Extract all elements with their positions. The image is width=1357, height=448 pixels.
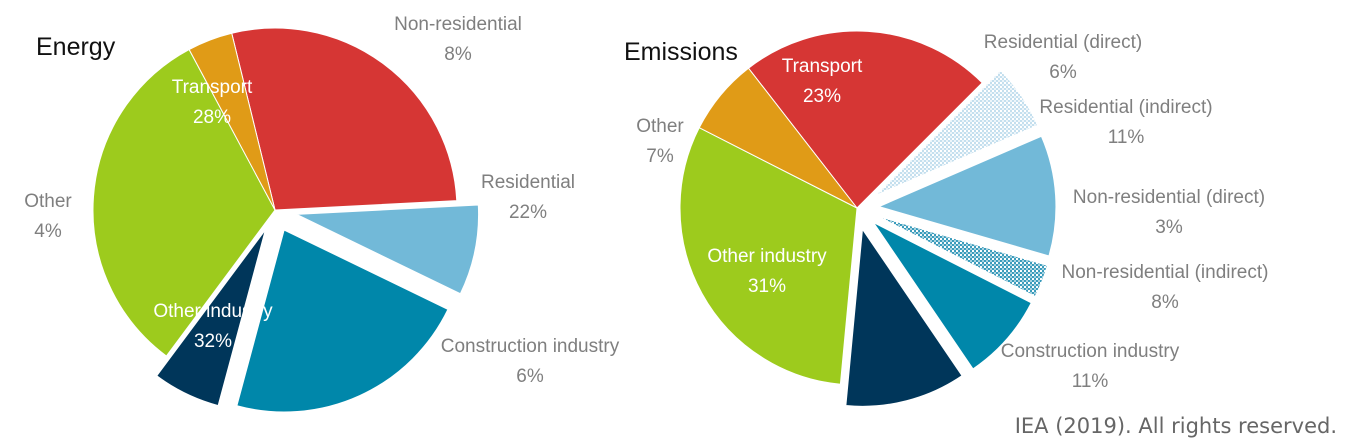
- emissions-label-other: Other 7%: [636, 116, 684, 167]
- emissions-label-construction-industry: Construction industry 11%: [1001, 341, 1180, 392]
- energy-slice-other: [188, 32, 276, 211]
- copyright-credit: IEA (2019). All rights reserved.: [1014, 414, 1337, 438]
- energy-slice-residential: [236, 229, 449, 413]
- energy-label-other: Other 4%: [24, 191, 72, 242]
- emissions-label-non-residential-indirect: Non-residential (indirect) 8%: [1062, 262, 1269, 313]
- emissions-label-residential-indirect: Residential (indirect) 11%: [1039, 97, 1212, 148]
- emissions-pie: [679, 30, 1057, 407]
- emissions-slice-construction-industry: [845, 227, 963, 407]
- emissions-label-transport: Transport 23%: [782, 56, 863, 107]
- energy-label-other-industry: Other industry 32%: [153, 301, 273, 352]
- energy-slice-transport: [231, 27, 458, 211]
- energy-pie: [92, 27, 480, 413]
- emissions-slice-non-residential-direct: [877, 215, 1049, 298]
- emissions-slice-residential-indirect: [877, 135, 1057, 257]
- emissions-slice-residential-direct: [874, 69, 1039, 197]
- energy-chart-title: Energy: [36, 33, 116, 61]
- emissions-chart-title: Emissions: [624, 38, 738, 66]
- slice-labels: Transport 28% Non-residential 8% Residential…: [24, 14, 1268, 392]
- emissions-label-other-industry: Other industry 31%: [707, 246, 827, 297]
- emissions-label-residential-direct: Residential (direct) 6%: [984, 32, 1142, 83]
- emissions-slice-other: [698, 67, 858, 209]
- energy-slice-non-residential: [296, 204, 480, 295]
- emissions-slice-non-residential-indirect: [873, 222, 1032, 370]
- energy-label-residential: Residential 22%: [481, 172, 575, 223]
- energy-label-construction-industry: Construction industry 6%: [441, 336, 620, 387]
- energy-slice-other-industry: [92, 48, 276, 357]
- energy-slice-construction-industry: [156, 229, 266, 407]
- energy-label-non-residential: Non-residential 8%: [394, 14, 522, 65]
- emissions-slice-transport: [747, 30, 983, 209]
- emissions-slice-other-industry: [679, 127, 858, 385]
- energy-label-transport: Transport 28%: [172, 77, 253, 128]
- emissions-label-non-residential-direct: Non-residential (direct) 3%: [1073, 187, 1265, 238]
